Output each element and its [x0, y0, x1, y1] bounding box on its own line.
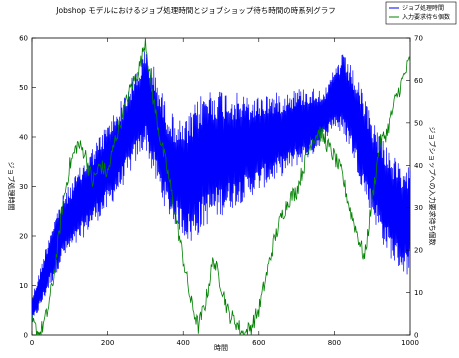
y-left-tick-label: 20 [19, 233, 28, 241]
series-line-job-processing-time [31, 51, 411, 322]
y-axis-title-right: ジョブショップへの入力要求待ち個数 [428, 127, 437, 246]
x-tick-label: 0 [30, 339, 34, 347]
y-left-tick-label: 30 [19, 183, 28, 191]
x-tick-label: 800 [328, 339, 341, 347]
y-right-tick-label: 50 [414, 119, 423, 127]
x-tick-label: 400 [177, 339, 190, 347]
y-left-tick-label: 10 [19, 282, 28, 290]
x-tick-label: 1000 [401, 339, 419, 347]
x-tick-label: 600 [252, 339, 265, 347]
legend-box [385, 1, 457, 25]
y-right-tick-label: 0 [414, 332, 418, 340]
y-right-tick-label: 60 [414, 77, 423, 85]
y-left-tick-label: 40 [19, 134, 28, 142]
y-right-tick-label: 70 [414, 35, 423, 43]
chart-title: Jobshop モデルにおけるジョブ処理時間とジョブショップ待ち時間の時系列グラ… [55, 5, 335, 15]
y-right-tick-label: 30 [414, 204, 423, 212]
x-axis-title: 時間 [214, 344, 228, 352]
y-left-tick-label: 0 [24, 332, 28, 340]
axes: 0 200 400 600 800 100001020304050600102030405… [19, 35, 423, 348]
y-left-tick-label: 60 [19, 35, 28, 43]
y-right-tick-label: 40 [414, 162, 423, 170]
legend: ジョブ処理時間 入力要求待ち個数 [385, 1, 457, 25]
x-tick-label: 200 [101, 339, 114, 347]
y-right-tick-label: 10 [414, 289, 423, 297]
legend-label-series-1: ジョブ処理時間 [402, 4, 444, 12]
y-left-tick-label: 50 [19, 84, 28, 92]
legend-label-series-2: 入力要求待ち個数 [402, 13, 450, 21]
y-axis-title-left: ジョブ処理時間 [7, 162, 16, 211]
y-right-tick-label: 20 [414, 247, 423, 255]
plot-area [31, 37, 411, 336]
series-line-input-waiting-count [31, 37, 411, 336]
